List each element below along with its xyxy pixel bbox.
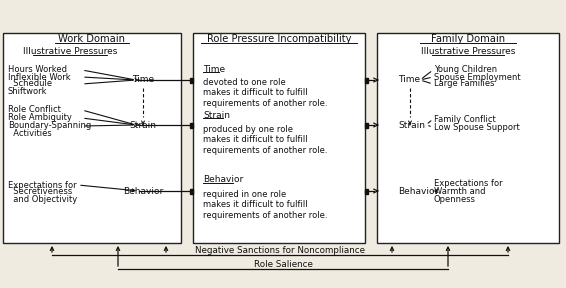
Text: Inflexible Work: Inflexible Work [8,73,71,82]
Text: Strain: Strain [398,120,425,130]
Text: Openness: Openness [434,196,476,204]
Bar [365,189,368,194]
Bar [365,122,368,128]
Text: Role Conflict: Role Conflict [8,105,61,115]
Text: Expectations for: Expectations for [434,179,503,189]
Text: Spouse Employment: Spouse Employment [434,73,521,82]
Text: produced by one role
makes it difficult to fulfill
requirements of another role.: produced by one role makes it difficult … [203,125,328,155]
Bar [377,33,559,243]
Bar [190,189,193,194]
Text: Boundary-Spanning: Boundary-Spanning [8,122,91,130]
Text: Secretiveness: Secretiveness [8,187,72,196]
Text: and Objectivity: and Objectivity [8,194,77,204]
Text: Illustrative Pressures: Illustrative Pressures [421,46,515,56]
Bar [365,77,368,82]
Text: Family Conflict: Family Conflict [434,115,496,124]
Bar [190,77,193,82]
Text: Young Children: Young Children [434,65,497,75]
Text: Family Domain: Family Domain [431,34,505,44]
Text: devoted to one role
makes it difficult to fulfill
requirements of another role.: devoted to one role makes it difficult t… [203,78,328,108]
Text: Activities: Activities [8,128,52,137]
Text: Time: Time [132,75,154,84]
Text: Behavior: Behavior [123,187,163,196]
Text: Behavior: Behavior [203,175,243,185]
Bar [190,122,193,128]
Text: Role Ambiguity: Role Ambiguity [8,113,72,122]
Text: Strain: Strain [203,111,230,120]
Text: Low Spouse Support: Low Spouse Support [434,122,520,132]
Text: Warmth and: Warmth and [434,187,486,196]
Text: Time: Time [398,75,420,84]
Text: Time: Time [203,65,225,73]
Bar [3,33,181,243]
Text: Behavior: Behavior [398,187,438,196]
Bar [193,33,365,243]
Text: required in one role
makes it difficult to fulfill
requirements of another role.: required in one role makes it difficult … [203,190,328,220]
Text: Negative Sanctions for Noncompliance: Negative Sanctions for Noncompliance [195,246,365,255]
Text: Schedule: Schedule [8,79,52,88]
Text: Work Domain: Work Domain [58,34,126,44]
Text: Illustrative Pressures: Illustrative Pressures [23,46,117,56]
Text: Role Salience: Role Salience [254,260,312,269]
Text: Expectations for: Expectations for [8,181,76,190]
Text: Shiftwork: Shiftwork [8,86,48,96]
Text: Strain: Strain [130,120,157,130]
Text: Role Pressure Incompatibility: Role Pressure Incompatibility [207,34,351,44]
Text: Large Families: Large Families [434,79,495,88]
Text: Hours Worked: Hours Worked [8,65,67,75]
